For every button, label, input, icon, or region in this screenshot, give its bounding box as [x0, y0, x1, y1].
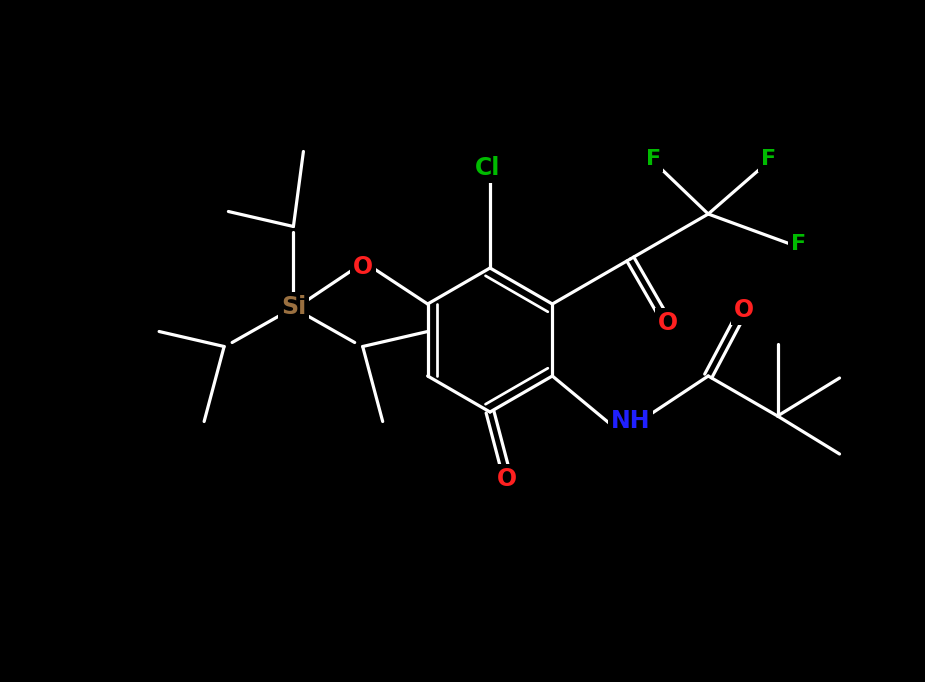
- Text: O: O: [352, 254, 373, 278]
- Text: F: F: [791, 234, 806, 254]
- Text: NH: NH: [610, 409, 650, 433]
- Text: F: F: [646, 149, 660, 169]
- Text: O: O: [658, 311, 678, 336]
- Text: F: F: [760, 149, 776, 169]
- Text: Cl: Cl: [475, 156, 500, 180]
- Text: O: O: [734, 298, 754, 322]
- Text: O: O: [497, 467, 517, 491]
- Text: Si: Si: [281, 295, 306, 318]
